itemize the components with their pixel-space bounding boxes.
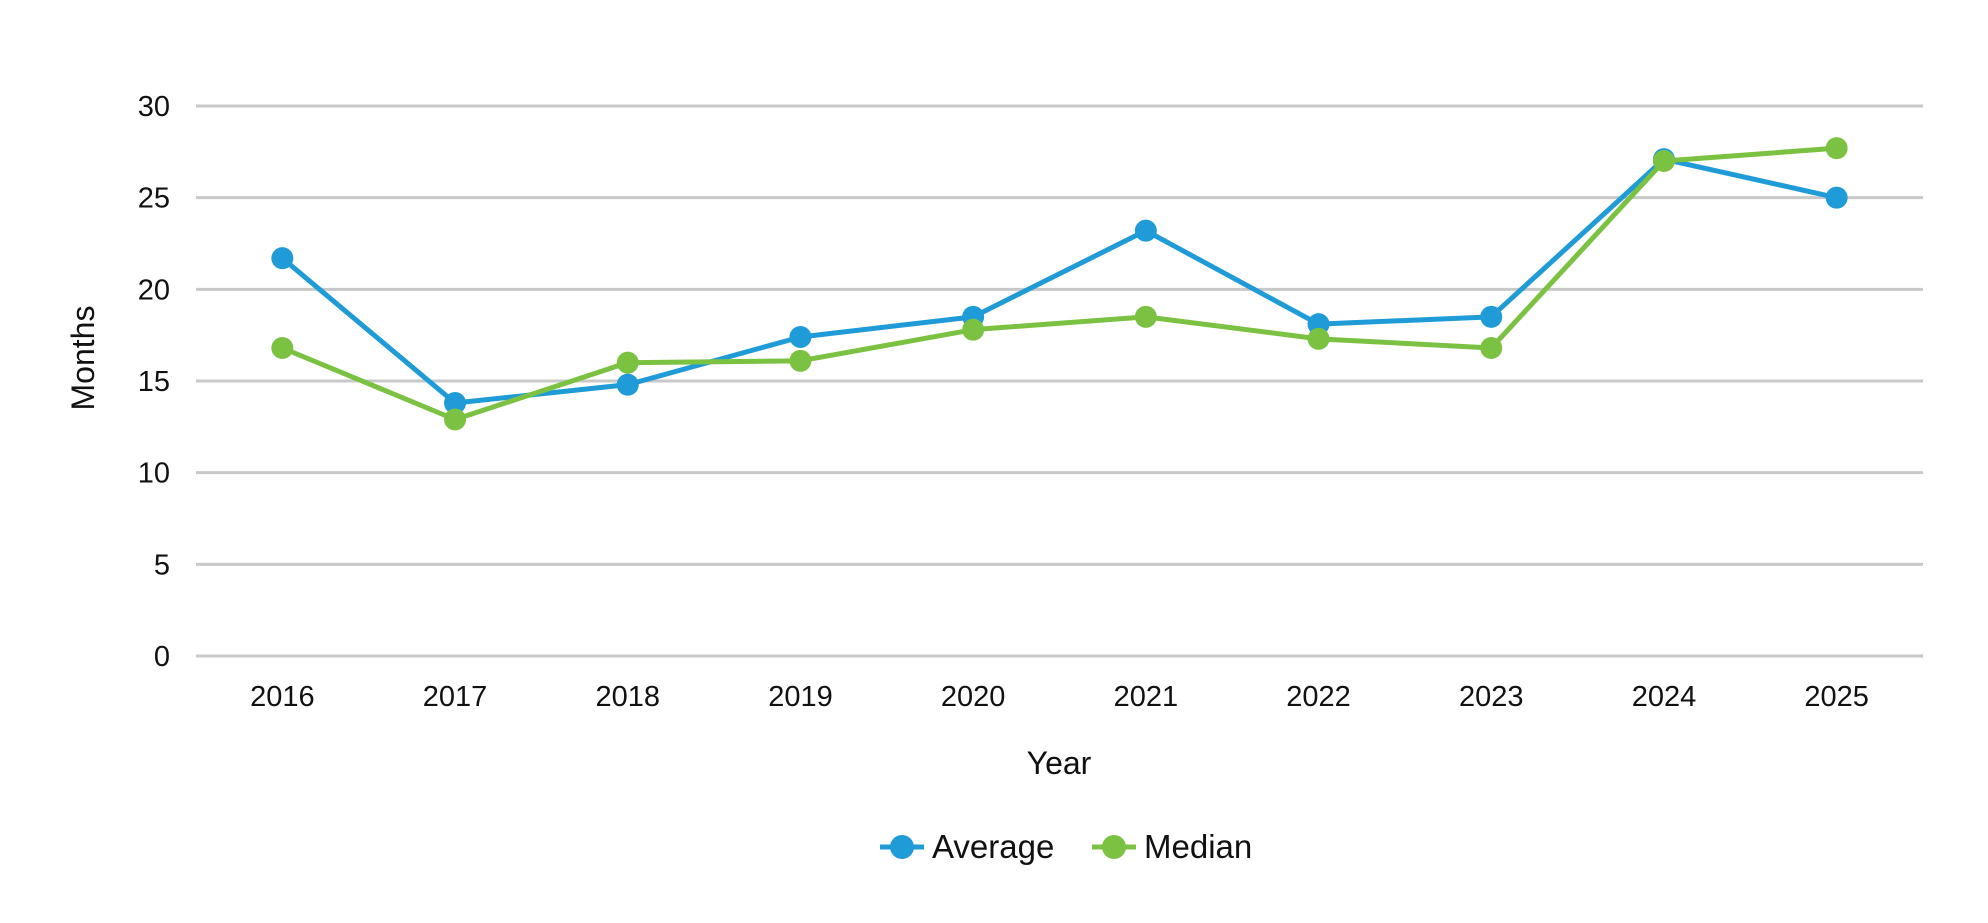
data-point-median	[1652, 150, 1675, 172]
y-tick-label: 0	[154, 641, 170, 673]
y-axis-title: Months	[65, 306, 101, 411]
data-point-average	[444, 392, 467, 414]
data-point-average	[271, 247, 294, 270]
data-point-median	[962, 318, 985, 341]
x-tick-label: 2016	[250, 681, 315, 713]
x-tick-label: 2020	[941, 681, 1006, 713]
y-tick-label: 15	[138, 366, 170, 398]
x-tick-label: 2022	[1286, 681, 1351, 713]
legend: Average Median	[880, 828, 1252, 865]
y-tick-label: 10	[138, 458, 170, 490]
x-tick-label: 2023	[1459, 681, 1524, 713]
legend-item-median: Median	[1092, 828, 1252, 865]
legend-item-average: Average	[880, 828, 1054, 865]
x-tick-label: 2018	[595, 681, 660, 713]
y-tick-labels: 0 5 10 15 20 25 30	[138, 91, 170, 673]
legend-label: Median	[1144, 828, 1252, 865]
data-point-median	[271, 337, 294, 359]
data-point-average	[1480, 305, 1503, 328]
legend-swatch-marker	[890, 835, 914, 859]
grid-lines	[196, 104, 1923, 658]
data-point-median	[1307, 327, 1330, 350]
x-tick-labels: 2016 2017 2018 2019 2020 2021 2022 2023 2024 2025	[250, 681, 1869, 713]
series-lines	[280, 145, 1838, 422]
data-point-average	[789, 326, 812, 348]
y-tick-label: 25	[138, 183, 170, 215]
y-tick-label: 5	[154, 549, 170, 581]
data-point-median	[789, 349, 812, 372]
data-point-average	[616, 373, 639, 396]
x-tick-label: 2024	[1632, 681, 1697, 713]
data-point-median	[616, 351, 639, 374]
legend-label: Average	[932, 828, 1054, 865]
data-points	[271, 137, 1848, 431]
data-point-median	[1134, 305, 1157, 328]
x-tick-label: 2021	[1114, 681, 1179, 713]
x-tick-label: 2019	[768, 681, 833, 713]
data-point-median	[444, 408, 467, 431]
y-tick-label: 20	[138, 274, 170, 306]
x-axis-title: Year	[1027, 745, 1092, 781]
data-point-median	[1480, 337, 1503, 359]
series-line-median	[281, 145, 1837, 422]
legend-swatch-marker	[1102, 835, 1126, 859]
x-tick-label: 2017	[423, 681, 488, 713]
x-tick-label: 2025	[1804, 681, 1869, 713]
y-tick-label: 30	[138, 91, 170, 123]
data-point-average	[1825, 186, 1848, 209]
series-line-average	[280, 156, 1838, 406]
data-point-average	[1134, 219, 1157, 242]
data-point-median	[1825, 137, 1848, 160]
